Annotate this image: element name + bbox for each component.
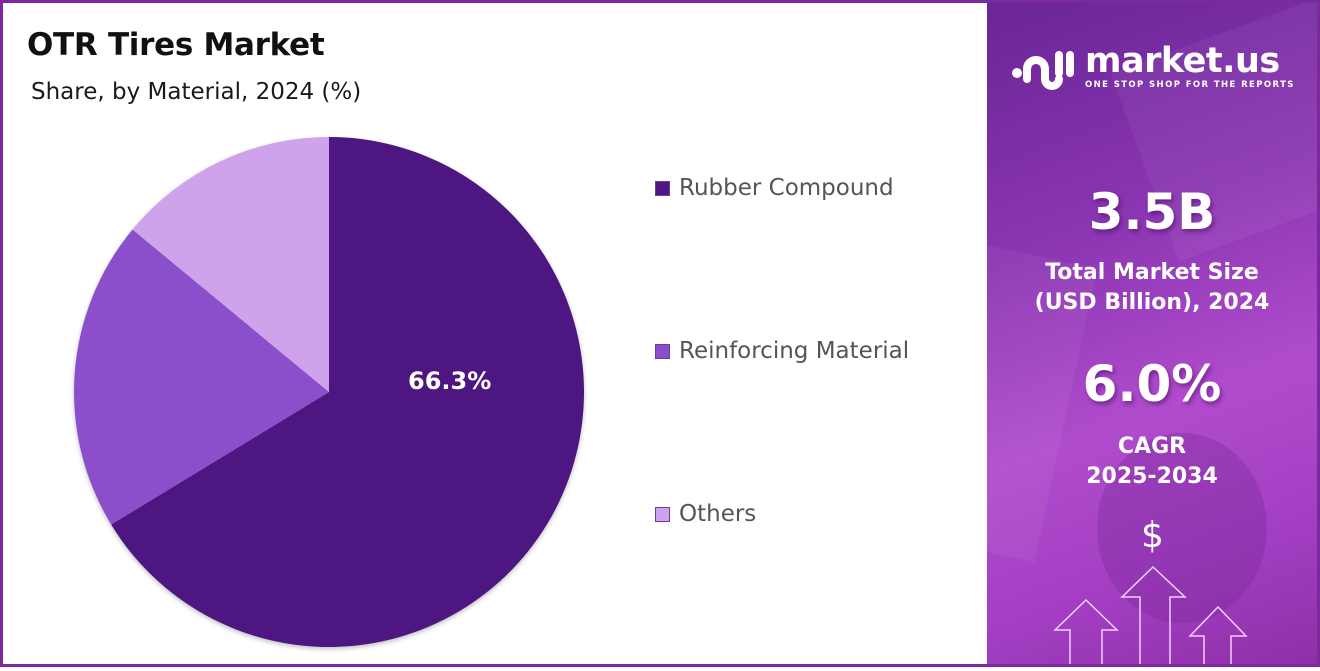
legend-swatch bbox=[655, 180, 670, 196]
legend-item-others: Others bbox=[655, 501, 756, 527]
legend-label: Reinforcing Material bbox=[679, 338, 910, 364]
legend-label: Rubber Compound bbox=[679, 175, 894, 201]
chart-area: OTR Tires Market Share, by Material, 202… bbox=[3, 3, 987, 664]
cagr-label-line2: 2025-2034 bbox=[1086, 464, 1218, 489]
chart-subtitle: Share, by Material, 2024 (%) bbox=[31, 79, 362, 105]
pie-slice-reinforcing-material bbox=[74, 229, 329, 525]
market-size-value: 3.5B bbox=[1088, 183, 1216, 241]
market-us-logo-icon bbox=[1012, 51, 1074, 90]
summary-panel: market.us ONE STOP SHOP FOR THE REPORTS … bbox=[987, 3, 1317, 664]
brand-tagline: ONE STOP SHOP FOR THE REPORTS bbox=[1085, 80, 1295, 90]
pie-slice-rubber-compound bbox=[111, 137, 584, 647]
legend-swatch bbox=[655, 343, 670, 359]
legend-item-rubber-compound: Rubber Compound bbox=[655, 175, 894, 201]
pie-chart bbox=[74, 137, 584, 647]
growth-arrows-icon bbox=[1053, 565, 1248, 664]
pie-slice-others bbox=[132, 137, 329, 392]
market-size-label-line1: Total Market Size bbox=[1045, 260, 1259, 285]
brand-name: market.us bbox=[1085, 41, 1280, 81]
legend-item-reinforcing-material: Reinforcing Material bbox=[655, 338, 909, 364]
brand-logo: market.us ONE STOP SHOP FOR THE REPORTS bbox=[1009, 43, 1295, 93]
slice-label-rubber-compound: 66.3% bbox=[408, 367, 492, 395]
cagr-value: 6.0% bbox=[1082, 355, 1222, 413]
legend-label: Others bbox=[679, 501, 757, 527]
chart-title: OTR Tires Market bbox=[27, 27, 325, 63]
dollar-icon: $ bbox=[1141, 515, 1164, 556]
legend-swatch bbox=[655, 506, 670, 522]
cagr-label-line1: CAGR bbox=[1117, 434, 1187, 459]
market-size-label-line2: (USD Billion), 2024 bbox=[1034, 290, 1270, 315]
background-decoration bbox=[1097, 433, 1267, 623]
